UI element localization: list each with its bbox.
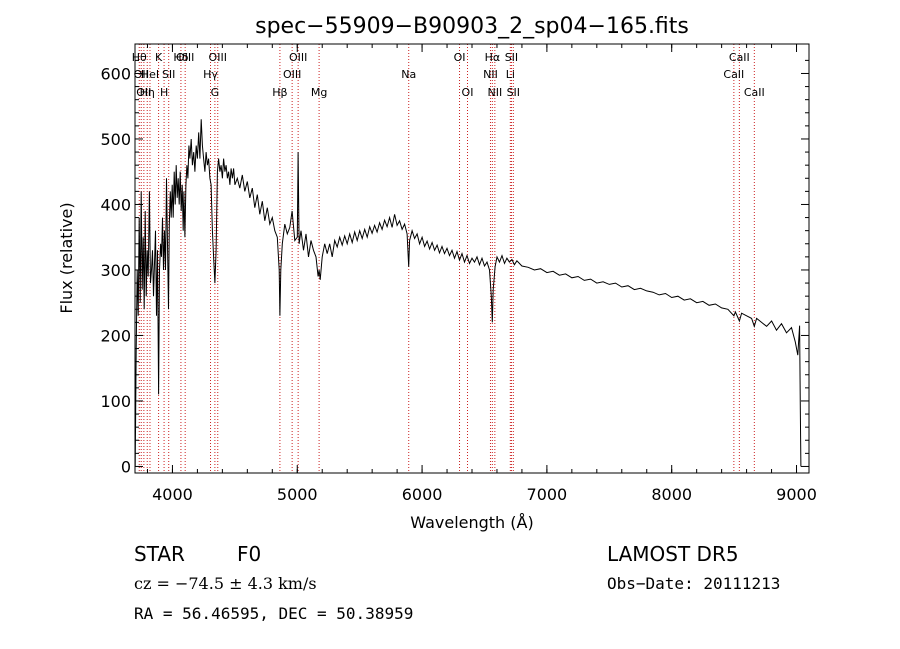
line-label: Hγ: [203, 68, 218, 81]
line-label: CaII: [744, 86, 765, 99]
y-tick-label: 300: [100, 261, 131, 280]
y-tick-label: 0: [121, 457, 131, 476]
x-tick-label: 9000: [776, 485, 817, 504]
line-label: OI: [462, 86, 474, 99]
line-label: SII: [162, 68, 175, 81]
line-label: Hη: [140, 86, 155, 99]
line-label: Hδ: [173, 51, 188, 64]
x-tick-label: 4000: [152, 485, 193, 504]
x-axis: 4000 5000 6000 7000 8000 9000: [146, 44, 817, 504]
chart-title: spec−55909−B90903_2_sp04−165.fits: [255, 14, 689, 39]
x-axis-label: Wavelength (Å): [410, 513, 533, 532]
y-tick-label: 100: [100, 392, 131, 411]
line-label: NII: [487, 86, 502, 99]
spectral-subclass: F0: [237, 542, 262, 566]
emission-line-markers: [138, 44, 755, 473]
survey-name: LAMOST DR5: [607, 542, 739, 566]
y-axis: 0 100 200 300 400 500 600: [100, 59, 809, 476]
line-label: OIII: [283, 68, 301, 81]
line-label: HeI: [141, 68, 159, 81]
line-label: CaII: [729, 51, 750, 64]
y-tick-label: 200: [100, 326, 131, 345]
x-tick-label: 6000: [402, 485, 443, 504]
line-label: G: [211, 86, 220, 99]
line-label: OIII: [176, 51, 194, 64]
observation-date: Obs−Date: 20111213: [607, 574, 781, 593]
redshift-velocity: cz = −74.5 ± 4.3 km/s: [134, 574, 317, 593]
line-label: NII: [483, 68, 498, 81]
line-label: Hθ: [132, 51, 147, 64]
x-tick-label: 8000: [651, 485, 692, 504]
line-label: Li: [506, 68, 515, 81]
y-tick-label: 500: [100, 130, 131, 149]
line-label: Mg: [311, 86, 327, 99]
line-label: SII: [507, 86, 520, 99]
coordinates: RA = 56.46595, DEC = 50.38959: [134, 604, 414, 623]
x-tick-label: 7000: [527, 485, 568, 504]
x-tick-label: 5000: [277, 485, 318, 504]
line-label: OII: [136, 86, 151, 99]
line-label: OIII: [289, 51, 307, 64]
y-tick-label: 400: [100, 195, 131, 214]
line-label: CaII: [723, 68, 744, 81]
line-label: Na: [401, 68, 416, 81]
line-label: OII: [134, 68, 149, 81]
emission-line-labels: HθOIIOIIHηHeIKHSIIHδOIIIHγGOIIIHβOIIIOII…: [132, 51, 765, 99]
y-axis-label: Flux (relative): [57, 202, 76, 313]
line-label: K: [155, 51, 163, 64]
y-tick-label: 600: [100, 64, 131, 83]
line-label: OIII: [209, 51, 227, 64]
line-label: H: [160, 86, 168, 99]
line-label: Hβ: [272, 86, 287, 99]
spectrum-line: [134, 119, 802, 467]
line-label: OI: [454, 51, 466, 64]
line-label: SII: [505, 51, 518, 64]
object-class: STAR: [134, 542, 185, 566]
line-label: Hα: [485, 51, 501, 64]
